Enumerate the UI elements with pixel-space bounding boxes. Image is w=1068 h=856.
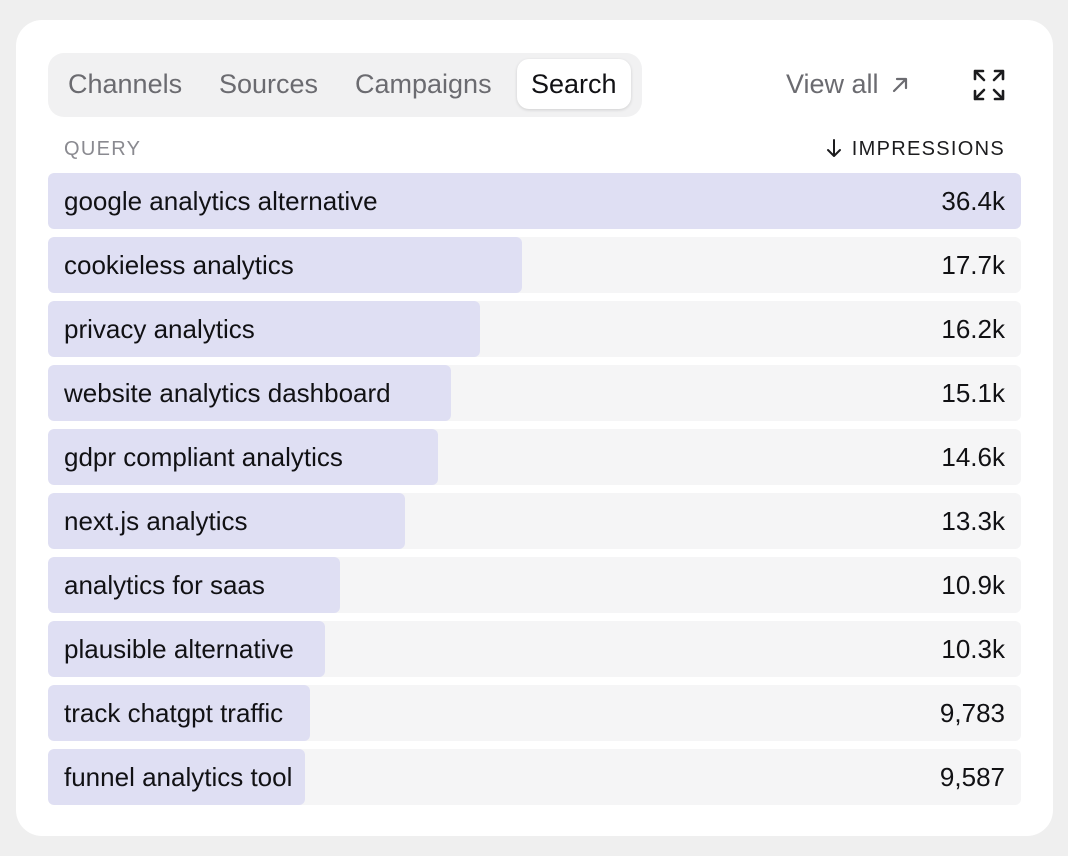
table-row[interactable]: funnel analytics tool 9,587 xyxy=(48,749,1021,805)
row-impressions: 10.9k xyxy=(941,570,1005,600)
table-row[interactable]: track chatgpt traffic 9,783 xyxy=(48,685,1021,741)
table-row[interactable]: plausible alternative 10.3k xyxy=(48,621,1021,677)
table-row[interactable]: analytics for saas 10.9k xyxy=(48,557,1021,613)
row-impressions: 10.3k xyxy=(941,634,1005,664)
expand-icon xyxy=(973,69,1005,101)
row-bar xyxy=(48,621,325,677)
row-impressions: 15.1k xyxy=(941,378,1005,408)
column-header-impressions[interactable]: IMPRESSIONS xyxy=(826,136,1005,162)
view-all-link[interactable]: View all xyxy=(786,64,911,104)
column-header-query: QUERY xyxy=(64,138,142,160)
row-query: gdpr compliant analytics xyxy=(64,442,343,472)
row-impressions: 16.2k xyxy=(941,314,1005,344)
table-row[interactable]: next.js analytics 13.3k xyxy=(48,493,1021,549)
table-row[interactable]: website analytics dashboard 15.1k xyxy=(48,365,1021,421)
impressions-header-label: IMPRESSIONS xyxy=(851,138,1005,160)
row-query: privacy analytics xyxy=(64,314,255,344)
table-row[interactable]: gdpr compliant analytics 14.6k xyxy=(48,429,1021,485)
row-bar xyxy=(48,557,340,613)
query-list: google analytics alternative 36.4k cookie… xyxy=(48,173,1021,813)
tab-channels[interactable]: Channels xyxy=(68,69,183,99)
row-query: next.js analytics xyxy=(64,506,248,536)
tab-campaigns[interactable]: Campaigns xyxy=(355,69,492,99)
row-query: track chatgpt traffic xyxy=(64,698,284,728)
row-bar xyxy=(48,493,405,549)
table-row[interactable]: google analytics alternative 36.4k xyxy=(48,173,1021,229)
row-query: plausible alternative xyxy=(64,634,294,664)
row-bar xyxy=(48,173,1021,229)
view-all-label: View all xyxy=(786,69,879,99)
row-bar xyxy=(48,237,522,293)
row-bar xyxy=(48,749,305,805)
row-bar xyxy=(48,365,451,421)
row-impressions: 17.7k xyxy=(941,250,1005,280)
table-row[interactable]: cookieless analytics 17.7k xyxy=(48,237,1021,293)
row-impressions: 9,783 xyxy=(939,698,1005,728)
row-query: cookieless analytics xyxy=(64,250,294,280)
row-impressions: 36.4k xyxy=(941,186,1005,216)
row-impressions: 13.3k xyxy=(941,506,1005,536)
row-bar xyxy=(48,685,310,741)
arrow-up-right-icon xyxy=(892,77,907,93)
tab-search[interactable]: Search xyxy=(517,59,631,109)
table-row[interactable]: privacy analytics 16.2k xyxy=(48,301,1021,357)
row-query: funnel analytics tool xyxy=(64,762,293,792)
row-impressions: 14.6k xyxy=(941,442,1005,472)
row-impressions: 9,587 xyxy=(939,762,1005,792)
tab-bar: Channels Sources Campaigns Search xyxy=(48,53,642,117)
row-bar xyxy=(48,429,438,485)
arrow-down-icon xyxy=(826,139,841,157)
expand-button[interactable] xyxy=(972,68,1006,102)
tab-sources[interactable]: Sources xyxy=(219,69,319,99)
row-bar xyxy=(48,301,480,357)
row-query: website analytics dashboard xyxy=(64,378,391,408)
row-query: google analytics alternative xyxy=(64,186,378,216)
search-queries-card: Channels Sources Campaigns Search View a… xyxy=(16,20,1053,836)
row-query: analytics for saas xyxy=(64,570,265,600)
